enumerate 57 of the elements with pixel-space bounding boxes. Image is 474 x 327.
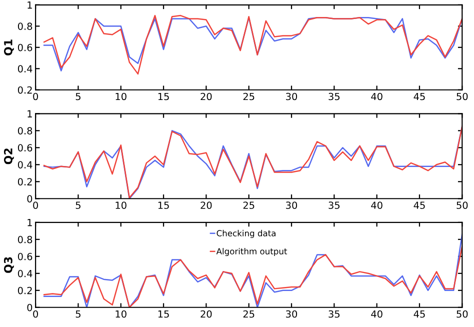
y-tick-label: 0.6 [18, 252, 32, 260]
x-tick-label: 10 [116, 310, 126, 318]
x-tick-label: 0 [33, 310, 38, 318]
line-series [43, 126, 462, 199]
x-tick-label: 15 [158, 202, 169, 209]
x-tick-label: 30 [286, 202, 298, 209]
x-tick-label: 10 [116, 92, 126, 100]
line-series [43, 246, 462, 308]
y-tick-label: 0.2 [18, 178, 32, 186]
y-tick-label: 1 [28, 110, 32, 118]
y-tick-label: 0.8 [18, 236, 32, 244]
x-tick-label: 5 [76, 92, 80, 100]
x-tick-label: 15 [158, 92, 169, 100]
y-tick-label: 0 [27, 195, 32, 202]
x-tick-label: 45 [414, 92, 425, 100]
x-tick-label: 5 [76, 310, 80, 318]
y-tick-label: 0.6 [18, 144, 32, 152]
x-tick-label: 0 [33, 202, 38, 209]
x-tick-label: 50 [456, 310, 468, 318]
y-tick-label: 0.4 [18, 161, 32, 168]
y-tick-label: 0.2 [18, 86, 32, 94]
x-tick-label: 0 [33, 92, 38, 100]
x-tick-label: 30 [286, 310, 298, 318]
y-tick-label: 0.2 [18, 286, 32, 294]
y-tick-label: 1 [28, 219, 32, 226]
x-tick-label: 50 [456, 202, 468, 209]
x-tick-label: 25 [243, 310, 254, 318]
x-tick-label: 25 [243, 92, 254, 100]
x-tick-label: 20 [200, 310, 212, 318]
x-tick-label: 30 [286, 92, 298, 100]
y-tick-label: 0 [27, 304, 32, 312]
x-tick-label: 50 [456, 92, 468, 100]
x-tick-label: 35 [328, 310, 340, 318]
y-tick-label: 0.4 [18, 270, 32, 278]
y-tick-label: 0.8 [18, 127, 32, 134]
y-axis-title: Q3 [4, 257, 14, 273]
x-tick-label: 35 [328, 92, 340, 100]
y-tick-label: 0.4 [18, 65, 32, 72]
x-tick-label: 20 [200, 92, 212, 100]
x-tick-label: 45 [414, 310, 425, 318]
y-tick-label: 0.8 [18, 22, 32, 30]
x-tick-label: 15 [158, 310, 169, 318]
y-axis-title: Q1 [4, 40, 14, 56]
x-tick-label: 45 [414, 202, 425, 209]
x-tick-label: 10 [116, 202, 126, 209]
x-tick-label: 5 [76, 202, 80, 209]
legend-label: Algorithm output [216, 248, 288, 256]
x-tick-label: 40 [371, 202, 382, 209]
legend-label: Checking data [216, 230, 276, 238]
x-tick-label: 35 [328, 202, 340, 209]
y-axis-title: Q2 [4, 148, 14, 164]
x-tick-label: 40 [371, 92, 382, 100]
x-tick-label: 40 [371, 310, 382, 318]
y-tick-label: 1 [28, 2, 32, 9]
y-tick-label: 0.6 [18, 44, 32, 52]
x-tick-label: 25 [243, 202, 254, 209]
x-tick-label: 20 [200, 202, 212, 209]
